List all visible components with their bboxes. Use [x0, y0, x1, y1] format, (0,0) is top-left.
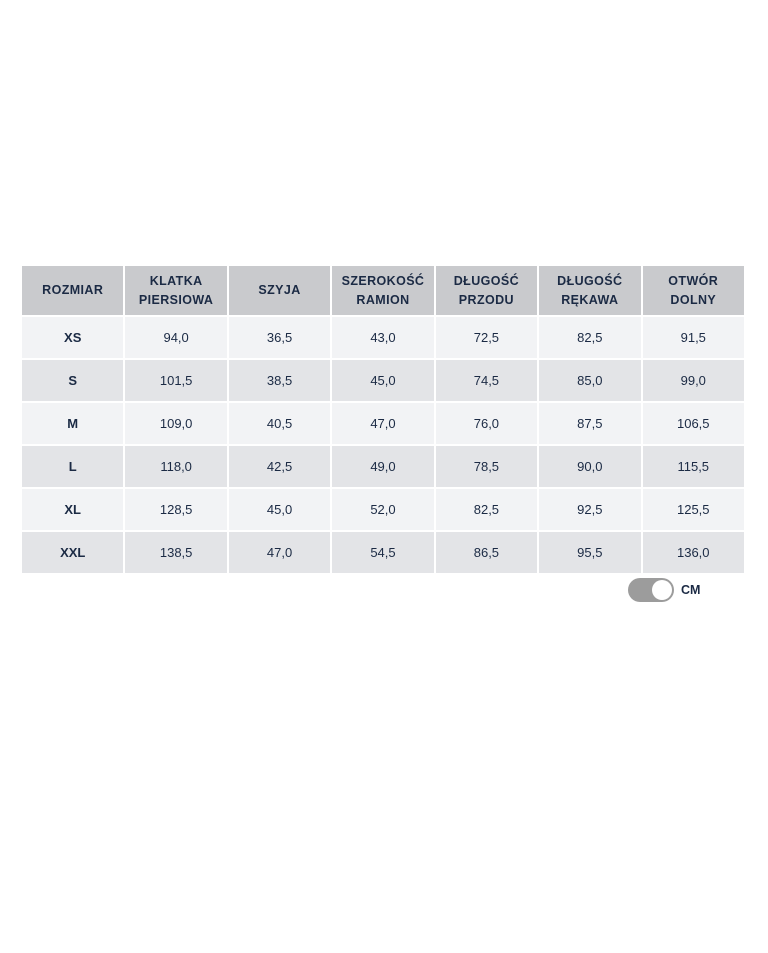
measurement-cell: 47,0: [228, 532, 331, 573]
header-text: PIERSIOWA: [138, 292, 214, 307]
header-text: DŁUGOŚĆ: [453, 273, 520, 288]
header-row: ROZMIAR KLATKA PIERSIOWA SZYJA SZEROKOŚĆ RAMI…: [22, 266, 744, 315]
measurement-cell: 92,5: [539, 489, 641, 530]
measurement-cell: 95,5: [539, 532, 641, 573]
table-row: XS 94,0 36,5 43,0 72,5 82,5 91,5: [22, 317, 744, 358]
size-cell: XS: [22, 317, 124, 358]
measurement-cell: 87,5: [539, 403, 641, 444]
table-row: XL 128,5 45,0 52,0 82,5 92,5 125,5: [22, 489, 744, 530]
measurement-cell: 52,0: [332, 489, 434, 530]
size-cell: M: [22, 403, 124, 444]
measurement-cell: 42,5: [228, 446, 331, 487]
column-header: SZEROKOŚĆ RAMION: [332, 266, 434, 315]
measurement-cell: 90,0: [539, 446, 641, 487]
measurement-cell: 138,5: [125, 532, 227, 573]
measurement-cell: 54,5: [332, 532, 434, 573]
measurement-cell: 94,0: [125, 317, 227, 358]
size-cell: S: [22, 360, 124, 401]
column-header: SZYJA: [228, 266, 331, 315]
measurement-cell: 101,5: [125, 360, 227, 401]
size-cell: XXL: [22, 532, 124, 573]
column-header: DŁUGOŚĆ PRZODU: [435, 266, 538, 315]
size-chart-table: ROZMIAR KLATKA PIERSIOWA SZYJA SZEROKOŚĆ RAMI…: [20, 264, 746, 575]
measurement-cell: 85,0: [539, 360, 641, 401]
header-text: SZEROKOŚĆ: [341, 273, 425, 288]
size-cell: XL: [22, 489, 124, 530]
measurement-cell: 40,5: [228, 403, 331, 444]
table-row: M 109,0 40,5 47,0 76,0 87,5 106,5: [22, 403, 744, 444]
measurement-cell: 36,5: [228, 317, 331, 358]
header-text: RĘKAWA: [561, 292, 619, 307]
measurement-cell: 45,0: [228, 489, 331, 530]
header-text: ROZMIAR: [42, 283, 104, 297]
header-text: DŁUGOŚĆ: [557, 273, 623, 288]
measurement-cell: 76,0: [435, 403, 538, 444]
size-cell: L: [22, 446, 124, 487]
column-header: OTWÓR DOLNY: [642, 266, 744, 315]
measurement-cell: 109,0: [125, 403, 227, 444]
measurement-cell: 78,5: [435, 446, 538, 487]
measurement-cell: 91,5: [642, 317, 744, 358]
header-text: KLATKA: [149, 273, 203, 288]
measurement-cell: 72,5: [435, 317, 538, 358]
column-header: DŁUGOŚĆ RĘKAWA: [539, 266, 641, 315]
measurement-cell: 47,0: [332, 403, 434, 444]
table-row: L 118,0 42,5 49,0 78,5 90,0 115,5: [22, 446, 744, 487]
table-row: XXL 138,5 47,0 54,5 86,5 95,5 136,0: [22, 532, 744, 573]
measurement-cell: 118,0: [125, 446, 227, 487]
measurement-cell: 82,5: [435, 489, 538, 530]
table-row: S 101,5 38,5 45,0 74,5 85,0 99,0: [22, 360, 744, 401]
column-header: KLATKA PIERSIOWA: [125, 266, 227, 315]
column-header: ROZMIAR: [22, 266, 124, 315]
header-text: RAMION: [356, 292, 410, 307]
header-text: SZYJA: [258, 283, 301, 297]
measurement-cell: 49,0: [332, 446, 434, 487]
header-text: DOLNY: [670, 292, 717, 307]
measurement-cell: 45,0: [332, 360, 434, 401]
measurement-cell: 74,5: [435, 360, 538, 401]
measurement-cell: 43,0: [332, 317, 434, 358]
header-text: OTWÓR: [668, 273, 719, 288]
measurement-cell: 86,5: [435, 532, 538, 573]
toggle-knob: [652, 580, 672, 600]
measurement-cell: 125,5: [642, 489, 744, 530]
header-text: PRZODU: [458, 292, 514, 307]
measurement-cell: 38,5: [228, 360, 331, 401]
measurement-cell: 106,5: [642, 403, 744, 444]
measurement-cell: 136,0: [642, 532, 744, 573]
unit-toggle[interactable]: [628, 578, 674, 602]
measurement-cell: 82,5: [539, 317, 641, 358]
unit-label: CM: [681, 583, 701, 597]
measurement-cell: 115,5: [642, 446, 744, 487]
measurement-cell: 99,0: [642, 360, 744, 401]
measurement-cell: 128,5: [125, 489, 227, 530]
